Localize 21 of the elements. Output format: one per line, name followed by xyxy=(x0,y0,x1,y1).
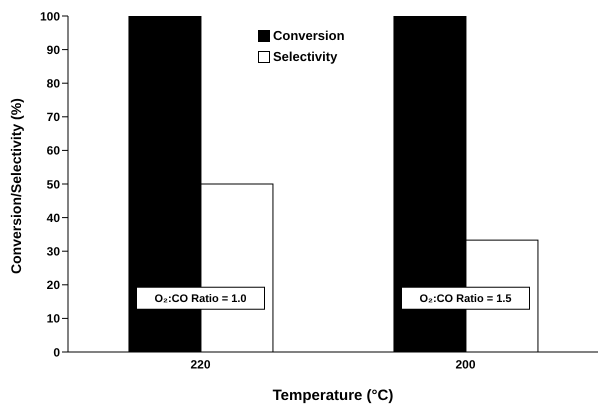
y-axis-title: Conversion/Selectivity (%) xyxy=(8,98,24,274)
x-tick-label: 220 xyxy=(190,358,211,372)
annotation: O₂:CO Ratio = 1.0 xyxy=(154,293,246,306)
y-tick-label: 20 xyxy=(46,278,60,292)
y-tick-label: 100 xyxy=(40,9,60,24)
text-box: O₂:CO Ratio = 1.5 xyxy=(401,286,530,310)
y-tick-label: 60 xyxy=(46,144,60,158)
x-axis-title: Temperature (°C) xyxy=(272,387,394,404)
y-tick-label: 40 xyxy=(46,210,60,225)
legend-label: Selectivity xyxy=(273,49,338,64)
annotation: O₂:CO Ratio = 1.5 xyxy=(420,293,512,306)
y-tick-label: 70 xyxy=(46,110,60,124)
y-tick-label: 0 xyxy=(53,345,60,360)
y-tick-label: 90 xyxy=(46,42,60,57)
y-tick-label: 30 xyxy=(46,244,60,258)
x-tick-label: 200 xyxy=(455,358,476,372)
legend-label: Conversion xyxy=(273,28,345,43)
y-tick-label: 80 xyxy=(46,76,60,90)
y-tick-label: 50 xyxy=(46,177,60,192)
y-tick-label: 10 xyxy=(46,312,60,326)
text-box: O₂:CO Ratio = 1.0 xyxy=(136,286,265,310)
